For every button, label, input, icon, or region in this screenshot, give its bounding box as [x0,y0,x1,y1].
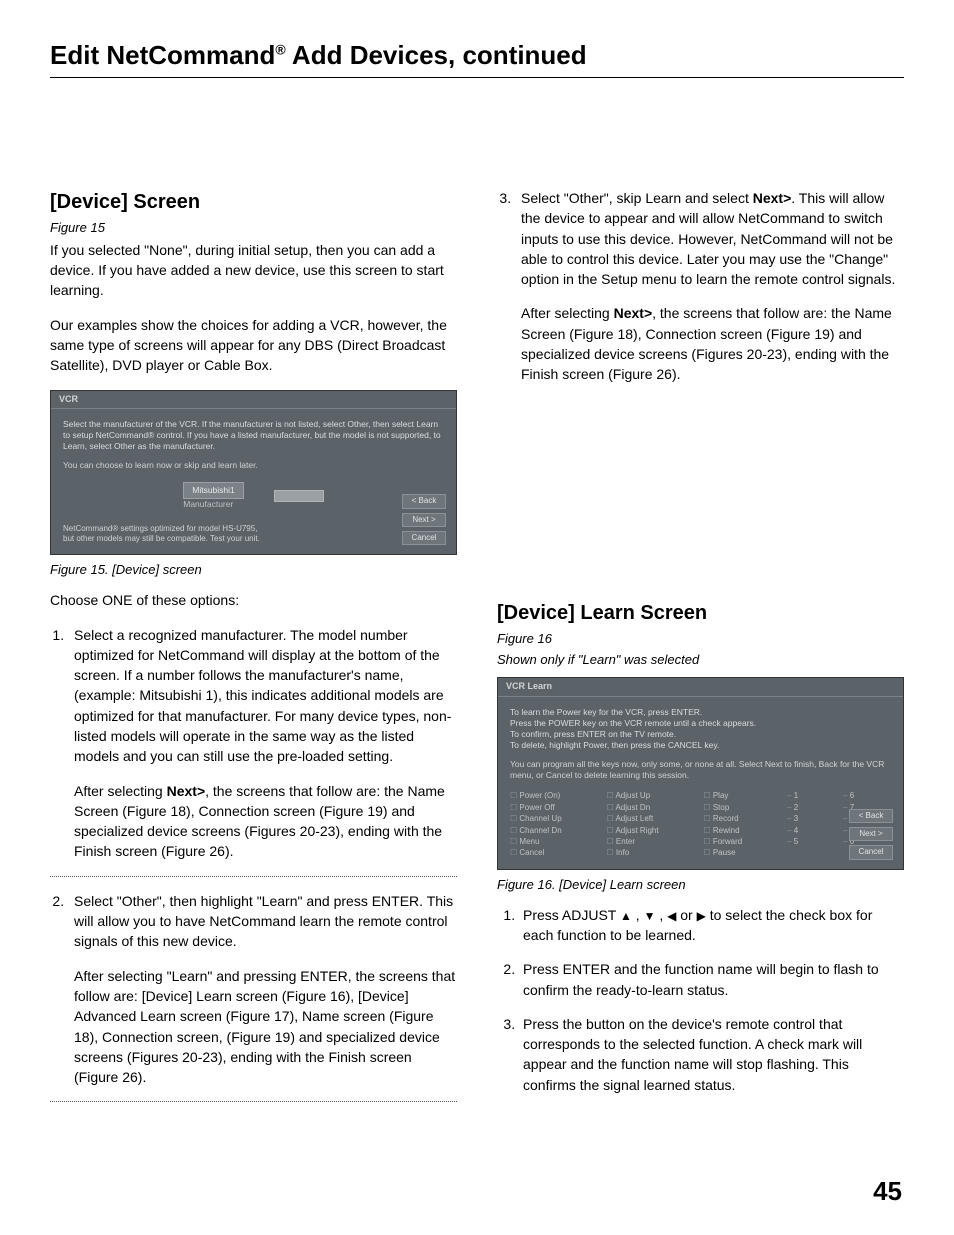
title-rule [50,77,904,78]
ss2-cell[interactable]: Record [703,814,779,824]
ss2-cell[interactable]: Channel Dn [510,826,599,836]
ss2-cell[interactable]: 5 [787,837,835,847]
ss2-cell[interactable]: Info [607,848,696,858]
learn-step-2: Press ENTER and the function name will b… [519,959,904,1000]
ss2-title: VCR Learn [498,678,903,697]
learn-step-1: Press ADJUST ▲ , ▼ , ◀ or ▶ to select th… [519,905,904,946]
ss1-dropdown[interactable] [274,490,324,502]
ss2-cell[interactable]: Forward [703,837,779,847]
opt1-text: Select a recognized manufacturer. The mo… [74,627,451,765]
device-intro-2: Our examples show the choices for adding… [50,315,457,376]
ss2-next-button[interactable]: Next > [849,827,893,841]
choose-prompt: Choose ONE of these options: [50,590,457,610]
options-list-2: Select "Other", then highlight "Learn" a… [50,891,457,1088]
ss1-sub: You can choose to learn now or skip and … [63,460,444,471]
ss2-cell[interactable]: Adjust Dn [607,803,696,813]
ss1-note-2: but other models may still be compatible… [63,534,260,543]
title-post: Add Devices, continued [286,40,587,70]
options-list-3: Select "Other", skip Learn and select Ne… [497,188,904,385]
learn-step-3: Press the button on the device's remote … [519,1014,904,1095]
figure-15-screenshot: VCR Select the manufacturer of the VCR. … [50,390,457,556]
ss1-back-button[interactable]: < Back [402,494,446,508]
ss1-note-1: NetCommand® settings optimized for model… [63,524,257,533]
ss2-function-grid: Power (On) Adjust Up Play 16 Power Off Adjust… [510,791,891,858]
ss2-cell[interactable]: Adjust Right [607,826,696,836]
ss1-manufacturer-field[interactable]: Mitsubishi1 [183,482,244,499]
arrow-right-icon: ▶ [697,909,706,923]
figure-15-caption: Figure 15. [Device] screen [50,561,457,580]
ss2-cell[interactable]: 2 [787,803,835,813]
device-intro-1: If you selected "None", during initial s… [50,240,457,301]
ss2-cell[interactable]: Adjust Up [607,791,696,801]
ss2-sub: You can program all the keys now, only s… [510,759,891,781]
opt2-after: After selecting "Learn" and pressing ENT… [74,966,457,1088]
title-pre: Edit NetCommand [50,40,275,70]
option-3: Select "Other", skip Learn and select Ne… [515,188,904,385]
figure-16-caption: Figure 16. [Device] Learn screen [497,876,904,895]
ss2-cell[interactable]: Rewind [703,826,779,836]
title-reg: ® [275,41,285,57]
ss2-cell[interactable]: 3 [787,814,835,824]
ss1-instructions: Select the manufacturer of the VCR. If t… [63,419,444,452]
learn-shown-only: Shown only if "Learn" was selected [497,651,904,670]
ss2-cell[interactable]: Play [703,791,779,801]
arrow-left-icon: ◀ [667,909,676,923]
option-2: Select "Other", then highlight "Learn" a… [68,891,457,1088]
ss2-cell[interactable]: Power (On) [510,791,599,801]
dotted-divider-1 [50,876,457,877]
ss2-cell[interactable]: Power Off [510,803,599,813]
ss1-title: VCR [51,391,456,410]
opt2-text: Select "Other", then highlight "Learn" a… [74,893,453,950]
left-column: [Device] Screen Figure 15 If you selecte… [50,188,457,1116]
ss2-cell[interactable]: 4 [787,826,835,836]
ss2-back-button[interactable]: < Back [849,809,893,823]
ss1-next-button[interactable]: Next > [402,513,446,527]
right-column: Select "Other", skip Learn and select Ne… [497,188,904,1116]
ss2-cell[interactable]: Cancel [510,848,599,858]
ss2-cell[interactable]: Enter [607,837,696,847]
arrow-down-icon: ▼ [644,909,656,923]
opt1-after: After selecting Next>, the screens that … [74,781,457,862]
options-list: Select a recognized manufacturer. The mo… [50,625,457,862]
ss2-instr: To learn the Power key for the VCR, pres… [510,707,891,751]
ss2-cell[interactable]: Adjust Left [607,814,696,824]
arrow-up-icon: ▲ [620,909,632,923]
ss2-cell[interactable]: Channel Up [510,814,599,824]
option-1: Select a recognized manufacturer. The mo… [68,625,457,862]
device-screen-heading: [Device] Screen [50,188,457,217]
ss2-cancel-button[interactable]: Cancel [849,845,893,859]
ss2-cell[interactable]: Menu [510,837,599,847]
ss2-cell[interactable]: Stop [703,803,779,813]
dotted-divider-2 [50,1101,457,1102]
figure-15-ref: Figure 15 [50,219,457,238]
learn-screen-heading: [Device] Learn Screen [497,599,904,628]
ss1-field-label: Manufacturer [183,499,233,509]
page-title: Edit NetCommand® Add Devices, continued [50,40,904,71]
ss1-cancel-button[interactable]: Cancel [402,531,446,545]
ss1-note: NetCommand® settings optimized for model… [63,524,323,545]
page-number: 45 [873,1176,902,1207]
ss2-cell[interactable]: Pause [703,848,779,858]
ss2-cell[interactable]: 1 [787,791,835,801]
learn-steps: Press ADJUST ▲ , ▼ , ◀ or ▶ to select th… [497,905,904,1095]
opt3-after: After selecting Next>, the screens that … [521,303,904,384]
ss2-cell[interactable]: 6 [843,791,891,801]
figure-16-ref: Figure 16 [497,630,904,649]
figure-16-screenshot: VCR Learn To learn the Power key for the… [497,677,904,869]
